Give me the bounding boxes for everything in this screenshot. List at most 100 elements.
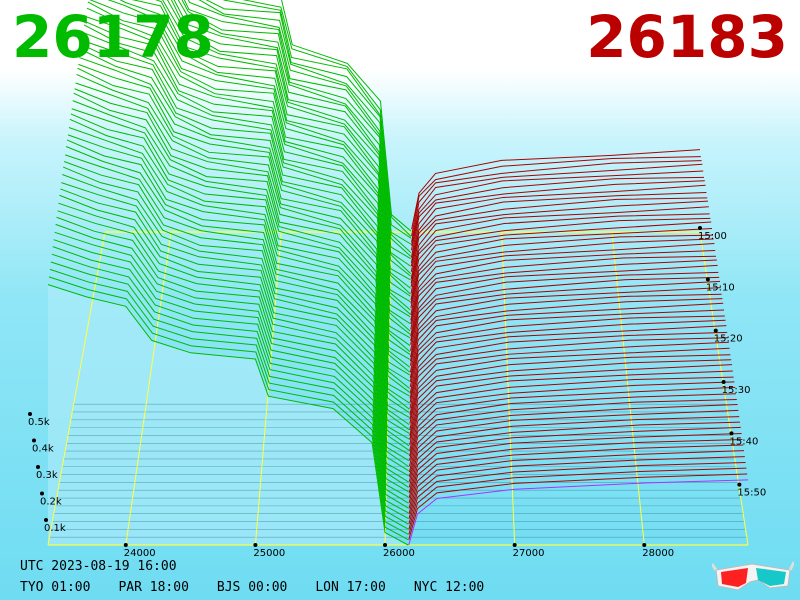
y-tick-dot xyxy=(28,412,32,416)
ask-curve xyxy=(409,364,733,440)
bid-curve xyxy=(71,108,410,414)
bid-curve xyxy=(68,127,410,431)
bid-curve xyxy=(85,16,411,335)
axis-labels: 24000 25000 26000 27000 28000 0.1k 0.2k 0.3k 0.4… xyxy=(28,226,766,559)
ask-curve xyxy=(409,341,729,420)
y-tick-dot xyxy=(36,465,40,469)
bid-curve xyxy=(73,92,410,404)
bid-curve xyxy=(65,146,410,447)
bid-curve xyxy=(89,0,411,318)
bid-curve xyxy=(69,118,410,426)
ask-curve xyxy=(409,325,727,403)
bid-curve xyxy=(57,210,409,493)
ask-curve xyxy=(408,467,747,535)
bid-curve xyxy=(81,43,411,360)
time-tick-dot xyxy=(721,379,726,384)
bid-curve xyxy=(173,0,411,277)
ask-curve xyxy=(410,264,718,345)
bid-curve xyxy=(162,0,411,295)
bid-curve xyxy=(60,188,409,477)
grid-right-edge xyxy=(699,231,749,546)
ask-curve xyxy=(410,206,709,287)
time-tick-dot xyxy=(698,226,702,230)
ask-curve xyxy=(410,170,704,251)
ask-curve xyxy=(408,432,742,503)
anaglyph-3d-glasses-icon[interactable] xyxy=(712,556,794,594)
ask-curve xyxy=(410,238,714,321)
ask-curve xyxy=(408,416,740,488)
time-tick-label: 15:10 xyxy=(706,282,735,293)
y-tick-label: 0.3k xyxy=(36,470,58,481)
ask-curve xyxy=(409,293,722,373)
bid-curve xyxy=(281,0,412,232)
bid-curve xyxy=(198,0,412,254)
bid-curve xyxy=(52,246,409,520)
bid-curve xyxy=(86,7,411,332)
bid-curve xyxy=(187,0,412,257)
ask-curve xyxy=(409,315,725,394)
bid-area-fill xyxy=(48,284,409,545)
ask-curve xyxy=(408,393,737,467)
bid-curve xyxy=(83,24,411,346)
ask-curve xyxy=(410,271,719,351)
bid-curve xyxy=(50,261,409,530)
bid-curve xyxy=(166,0,411,289)
clock-3: LON 17:00 xyxy=(315,580,386,595)
bid-curve xyxy=(49,268,409,535)
ask-curve xyxy=(408,426,741,498)
bid-curve xyxy=(54,231,409,509)
y-tick-dot xyxy=(32,438,36,443)
ask-curve xyxy=(411,160,702,243)
y-tick-label: 0.4k xyxy=(32,444,54,455)
grid-price-line xyxy=(501,231,516,546)
bid-curve xyxy=(58,202,409,488)
bid-curve xyxy=(67,134,410,434)
ask-curve xyxy=(410,221,712,304)
ask-curve xyxy=(410,197,708,279)
bid-curve xyxy=(66,139,410,440)
bid-curve xyxy=(170,0,411,281)
ask-price: 26183 xyxy=(586,3,788,71)
ask-curve xyxy=(410,250,716,330)
bid-curve xyxy=(155,0,411,297)
bid-curve xyxy=(84,20,411,339)
bid-curve xyxy=(72,100,410,410)
ask-curve xyxy=(410,276,720,358)
bid-curve xyxy=(242,0,412,237)
bid-curve xyxy=(82,32,411,353)
ask-curve xyxy=(409,347,730,424)
ask-curve xyxy=(408,479,749,546)
ask-curve xyxy=(410,180,705,263)
ask-curve xyxy=(409,319,726,399)
bid-curve xyxy=(74,88,410,397)
time-tick-label: 15:40 xyxy=(729,436,758,447)
bid-curve xyxy=(75,82,410,393)
bid-curve xyxy=(79,57,411,373)
ask-curve xyxy=(409,354,731,430)
x-tick-dot xyxy=(123,543,128,547)
y-tick-dot xyxy=(40,491,44,496)
y-tick-dot xyxy=(44,518,48,522)
ask-curve xyxy=(408,473,748,540)
ask-curve xyxy=(410,176,705,258)
x-tick-label: 24000 xyxy=(124,548,156,559)
time-tick-label: 15:20 xyxy=(714,334,743,345)
clock-4: NYC 12:00 xyxy=(413,580,485,595)
ask-curve xyxy=(408,421,741,493)
bid-curve xyxy=(77,67,410,382)
bid-curve xyxy=(48,276,409,541)
bid-curve xyxy=(62,174,410,468)
depth-curves xyxy=(47,0,749,546)
ask-curve xyxy=(409,287,721,366)
x-tick-label: 27000 xyxy=(513,548,545,559)
x-tick-dot xyxy=(383,543,388,547)
ask-curve xyxy=(408,444,744,514)
y-tick-label: 0.1k xyxy=(44,523,66,534)
ask-curve xyxy=(411,163,703,246)
ask-curve xyxy=(410,217,711,300)
bid-curve xyxy=(70,113,410,418)
ask-curve xyxy=(409,381,735,457)
bid-curve xyxy=(56,216,409,498)
ask-curve xyxy=(409,359,732,436)
bid-curve xyxy=(53,239,409,514)
